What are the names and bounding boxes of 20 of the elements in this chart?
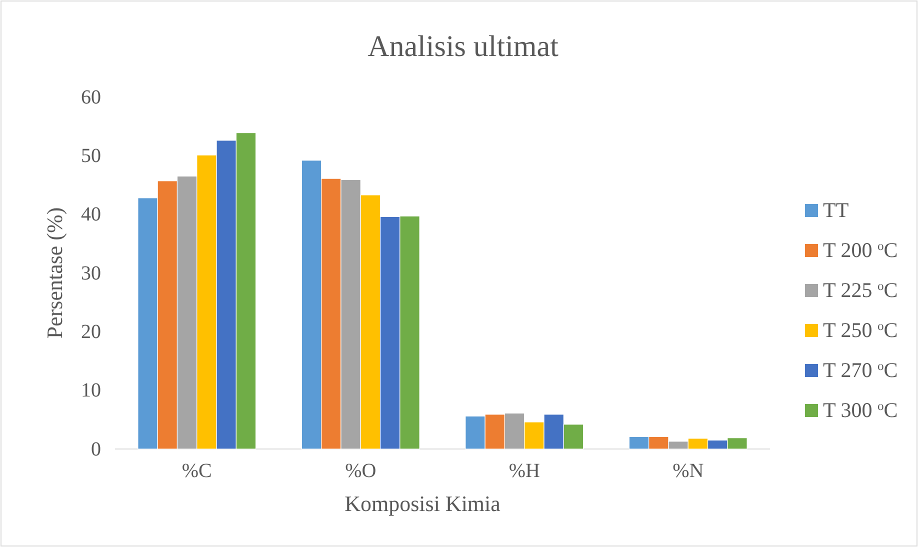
x-tick-label: %C (182, 460, 212, 482)
x-tick-label: %N (672, 460, 704, 482)
y-tick-label: 10 (81, 380, 101, 402)
legend-label: T 250 $^{o}$C (823, 318, 898, 342)
x-tick-label: %H (508, 460, 540, 482)
x-tick-label: %O (345, 460, 376, 482)
y-tick-label: 50 (81, 145, 101, 168)
y-tick-label: 60 (81, 86, 101, 108)
legend-label: T 225 $^{o}$C (823, 278, 898, 302)
legend-label: T 200 $^{o}$C (823, 238, 898, 262)
y-tick-label: 20 (81, 321, 101, 344)
y-tick-label: 30 (81, 262, 101, 284)
y-tick-label: 0 (91, 438, 101, 460)
y-tick-label: 40 (81, 204, 101, 226)
legend-label: TT (823, 198, 849, 222)
legend-label: T 300 $^{o}$C (823, 398, 898, 422)
y-axis-title: Persentase (%) (42, 207, 67, 339)
x-axis-title: Komposisi Kimia (344, 491, 501, 516)
chart-title: Analisis ultimat (368, 30, 560, 63)
legend-label: T 270 $^{o}$C (823, 358, 898, 382)
